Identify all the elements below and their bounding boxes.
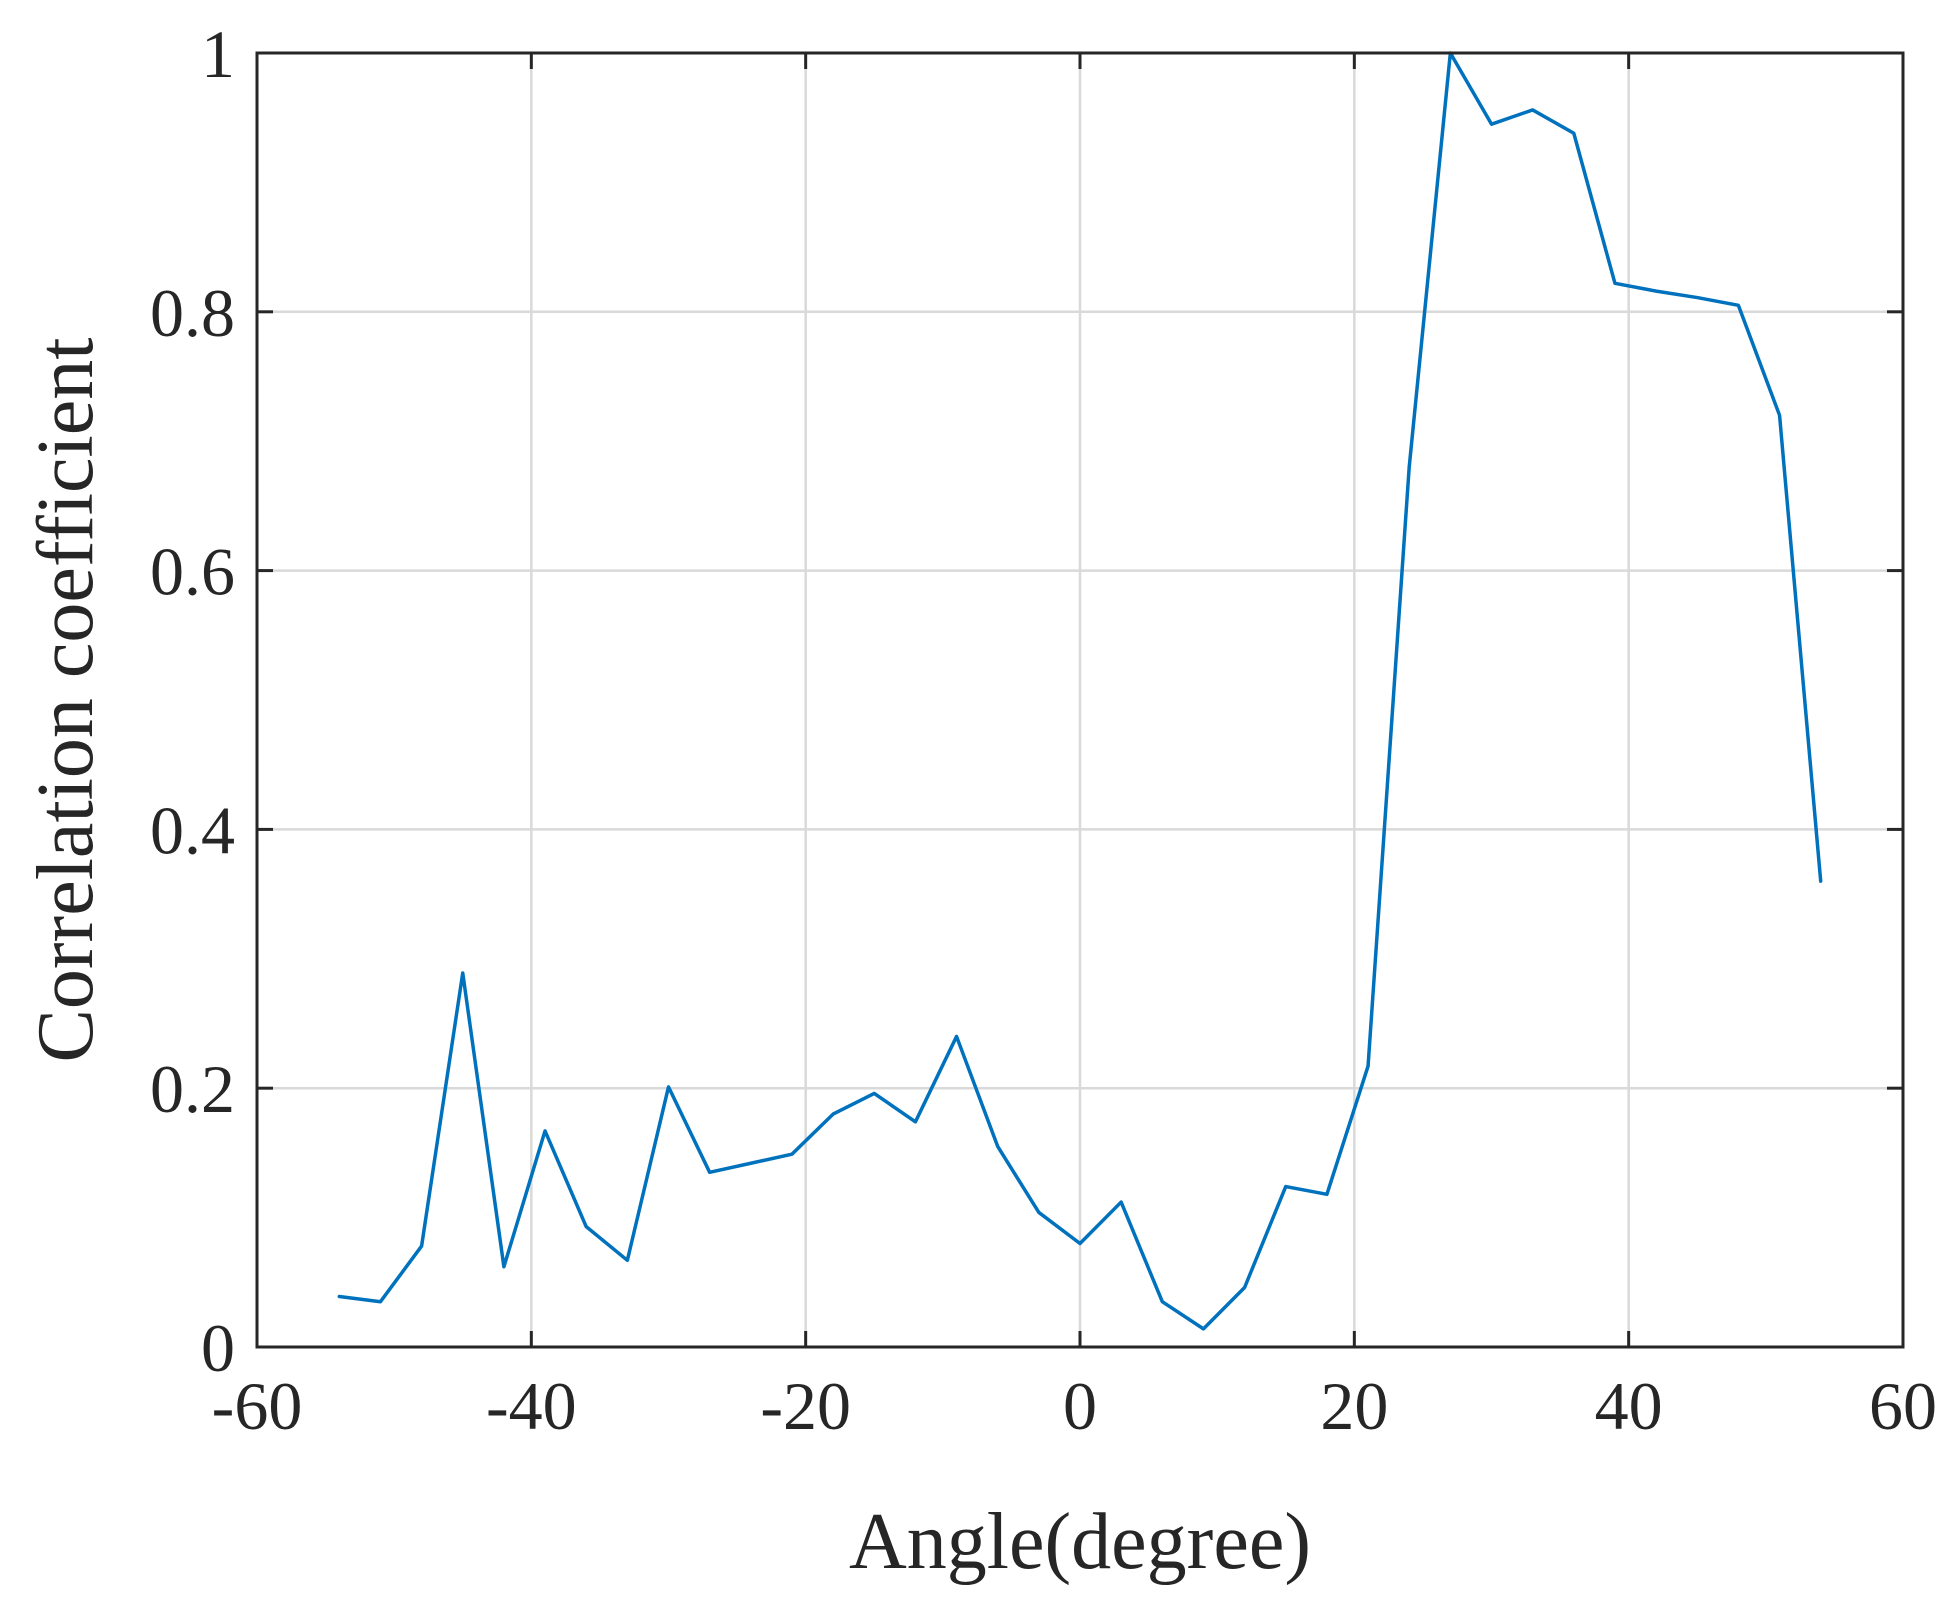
y-tick-labels: 0 0.2 0.4 0.6 0.8 1 [150,16,235,1386]
y-tick-label: 0.6 [150,534,235,610]
series-line [337,51,1823,1331]
y-tick-label: 0.2 [150,1051,235,1127]
x-tick-label: -60 [212,1368,303,1444]
y-tick-label: 1 [201,16,235,92]
axes [255,51,1905,1349]
x-tick-label: -20 [760,1368,851,1444]
x-tick-label: 60 [1869,1368,1937,1444]
x-tick-label: 0 [1063,1368,1097,1444]
x-axis-title: Angle(degree) [849,1498,1311,1586]
x-tick-labels: -60 -40 -20 0 20 40 60 [212,1368,1937,1444]
series-layer [337,51,1823,1331]
y-axis-title: Correlation coefficient [22,338,110,1063]
x-tick-label: 40 [1595,1368,1663,1444]
y-tick-label: 0.4 [150,792,235,868]
x-tick-label: -40 [486,1368,577,1444]
x-tick-label: 20 [1320,1368,1388,1444]
y-tick-label: 0.8 [150,275,235,351]
y-tick-label: 0 [201,1310,235,1386]
